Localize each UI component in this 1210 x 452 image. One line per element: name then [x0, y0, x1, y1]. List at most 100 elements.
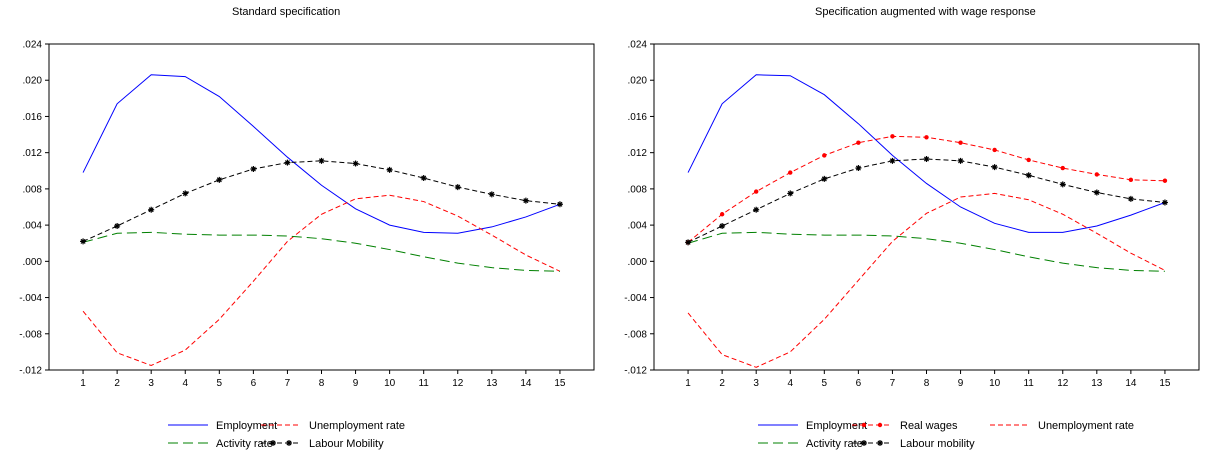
data-point: [1025, 172, 1032, 179]
x-tick-label: 15: [1159, 378, 1171, 389]
series-line: [82, 231, 560, 272]
legend-label: Unemployment rate: [1038, 420, 1134, 432]
data-point: [270, 440, 276, 446]
data-point: [923, 156, 930, 163]
legend-label: Activity rate: [806, 438, 863, 450]
chart-title: Specification augmented with wage respon…: [815, 6, 1036, 18]
data-point: [182, 190, 189, 197]
x-tick-label: 4: [182, 378, 188, 389]
data-point: [753, 206, 760, 213]
data-point: [889, 157, 896, 164]
data-point: [1127, 195, 1134, 202]
y-tick-label: -.008: [19, 329, 42, 340]
x-tick-label: 8: [319, 378, 325, 389]
legend-label: Real wages: [900, 420, 958, 432]
x-tick-label: 10: [384, 378, 396, 389]
x-tick-label: 11: [418, 378, 429, 389]
data-point: [216, 176, 223, 183]
legend-entry: Unemployment rate: [990, 420, 1134, 432]
x-tick-label: 7: [890, 378, 896, 389]
data-point: [1094, 172, 1100, 177]
legend-entry: Real wages: [852, 420, 958, 432]
series-unemployment-rate: [82, 194, 561, 367]
series-real-wages: [685, 134, 1168, 245]
series-activity-rate: [687, 231, 1165, 272]
x-tick-label: 15: [554, 378, 566, 389]
series-line: [82, 160, 560, 242]
x-tick-label: 8: [924, 378, 930, 389]
legend-entry: Unemployment rate: [261, 420, 405, 432]
series-line: [687, 74, 1166, 233]
series-labour-mobility: [80, 157, 563, 245]
series-line: [82, 194, 561, 367]
series-line: [687, 192, 1166, 368]
data-point: [877, 422, 883, 428]
data-point: [80, 238, 87, 245]
legend-entry: Activity rate: [168, 438, 273, 450]
data-point: [719, 212, 725, 217]
data-point: [1093, 189, 1100, 196]
series-labour-mobility: [685, 156, 1168, 246]
x-tick-label: 6: [856, 378, 862, 389]
data-point: [318, 157, 325, 164]
data-point: [788, 170, 793, 175]
data-point: [753, 189, 759, 194]
y-tick-label: -.012: [624, 366, 647, 377]
legend-label: Labour Mobility: [309, 438, 384, 450]
legend-entry: Labour Mobility: [261, 438, 384, 450]
legend-label: Employment: [806, 420, 867, 432]
x-tick-label: 12: [1057, 378, 1069, 389]
data-point: [822, 153, 827, 158]
data-point: [1059, 181, 1066, 188]
x-tick-label: 4: [787, 378, 793, 389]
y-tick-label: -.004: [624, 293, 647, 304]
data-point: [958, 140, 963, 145]
y-tick-label: .024: [23, 40, 43, 51]
data-point: [454, 184, 461, 191]
y-tick-label: .004: [628, 221, 648, 232]
y-tick-label: .012: [628, 148, 648, 159]
y-tick-label: .000: [628, 257, 648, 268]
series-activity-rate: [82, 231, 560, 272]
data-point: [1161, 199, 1168, 206]
x-tick-label: 9: [958, 378, 964, 389]
data-point: [1026, 157, 1031, 163]
data-point: [861, 422, 867, 428]
y-tick-label: .000: [23, 257, 43, 268]
data-point: [957, 157, 964, 164]
legend-entry: Employment: [168, 420, 277, 432]
data-point: [861, 440, 867, 446]
y-tick-label: -.008: [624, 329, 647, 340]
y-tick-label: .008: [628, 184, 648, 195]
y-tick-label: .024: [628, 40, 648, 51]
y-tick-label: .004: [23, 221, 43, 232]
legend-label: Employment: [216, 420, 277, 432]
data-point: [1060, 165, 1065, 171]
legend-label: Activity rate: [216, 438, 273, 450]
x-tick-label: 5: [217, 378, 223, 389]
data-point: [386, 166, 393, 173]
data-point: [148, 206, 155, 213]
data-point: [284, 159, 291, 166]
line-chart-augmented: .024 .020 .016 .012 .008 .004 .000 -.004 -.008 -.…: [624, 40, 1200, 450]
data-point: [556, 201, 563, 208]
y-tick-label: .020: [23, 76, 43, 87]
series-line: [687, 231, 1165, 272]
x-tick-label: 2: [719, 378, 725, 389]
plot-frame: [653, 43, 1200, 371]
y-tick-label: .016: [23, 112, 43, 123]
data-point: [991, 164, 998, 171]
data-point: [855, 165, 862, 172]
y-tick-label: .016: [628, 112, 648, 123]
x-tick-label: 1: [80, 378, 86, 389]
x-tick-label: 7: [285, 378, 291, 389]
data-point: [821, 175, 828, 182]
x-tick-label: 14: [520, 378, 532, 389]
chart-title: Standard specification: [232, 6, 341, 18]
data-point: [890, 134, 895, 139]
x-tick-label: 3: [148, 378, 154, 389]
x-tick-label: 13: [1091, 378, 1103, 389]
x-tick-label: 13: [486, 378, 498, 389]
x-tick-label: 3: [753, 378, 759, 389]
data-point: [114, 223, 121, 230]
